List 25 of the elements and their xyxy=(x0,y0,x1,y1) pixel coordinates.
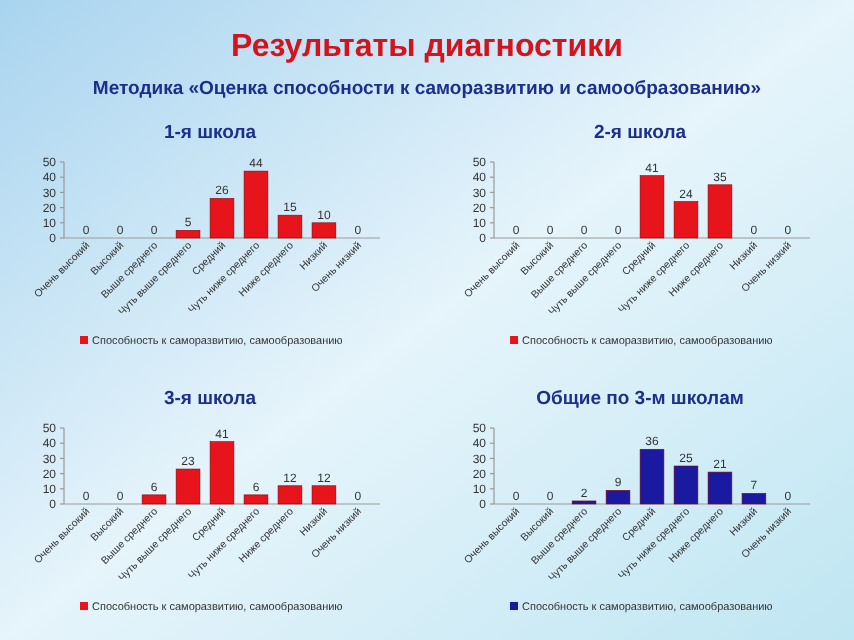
bar xyxy=(277,214,303,239)
bar xyxy=(673,465,699,505)
chart-title: 2-я школа xyxy=(593,122,688,144)
bar xyxy=(209,198,235,239)
chart-title: Общие по 3-м школам xyxy=(536,388,744,410)
bar xyxy=(741,493,767,505)
text: Методика «Оценка способности к саморазвитию и самообразованию» xyxy=(92,78,762,100)
bar xyxy=(243,494,269,505)
bar xyxy=(707,471,733,505)
text: Результаты диагностики xyxy=(231,30,623,64)
bar xyxy=(639,448,665,505)
bar xyxy=(209,441,235,505)
bar xyxy=(311,485,337,505)
chart-title: 3-я школа xyxy=(163,388,258,410)
bar xyxy=(707,184,733,239)
bar xyxy=(175,468,201,505)
bar xyxy=(141,494,167,505)
chart-title: 1-я школа xyxy=(163,122,258,144)
bar xyxy=(605,490,631,505)
bar xyxy=(175,230,201,239)
bar xyxy=(243,170,269,239)
bar xyxy=(673,201,699,239)
bar xyxy=(639,175,665,239)
bar xyxy=(311,222,337,239)
bar xyxy=(277,485,303,505)
